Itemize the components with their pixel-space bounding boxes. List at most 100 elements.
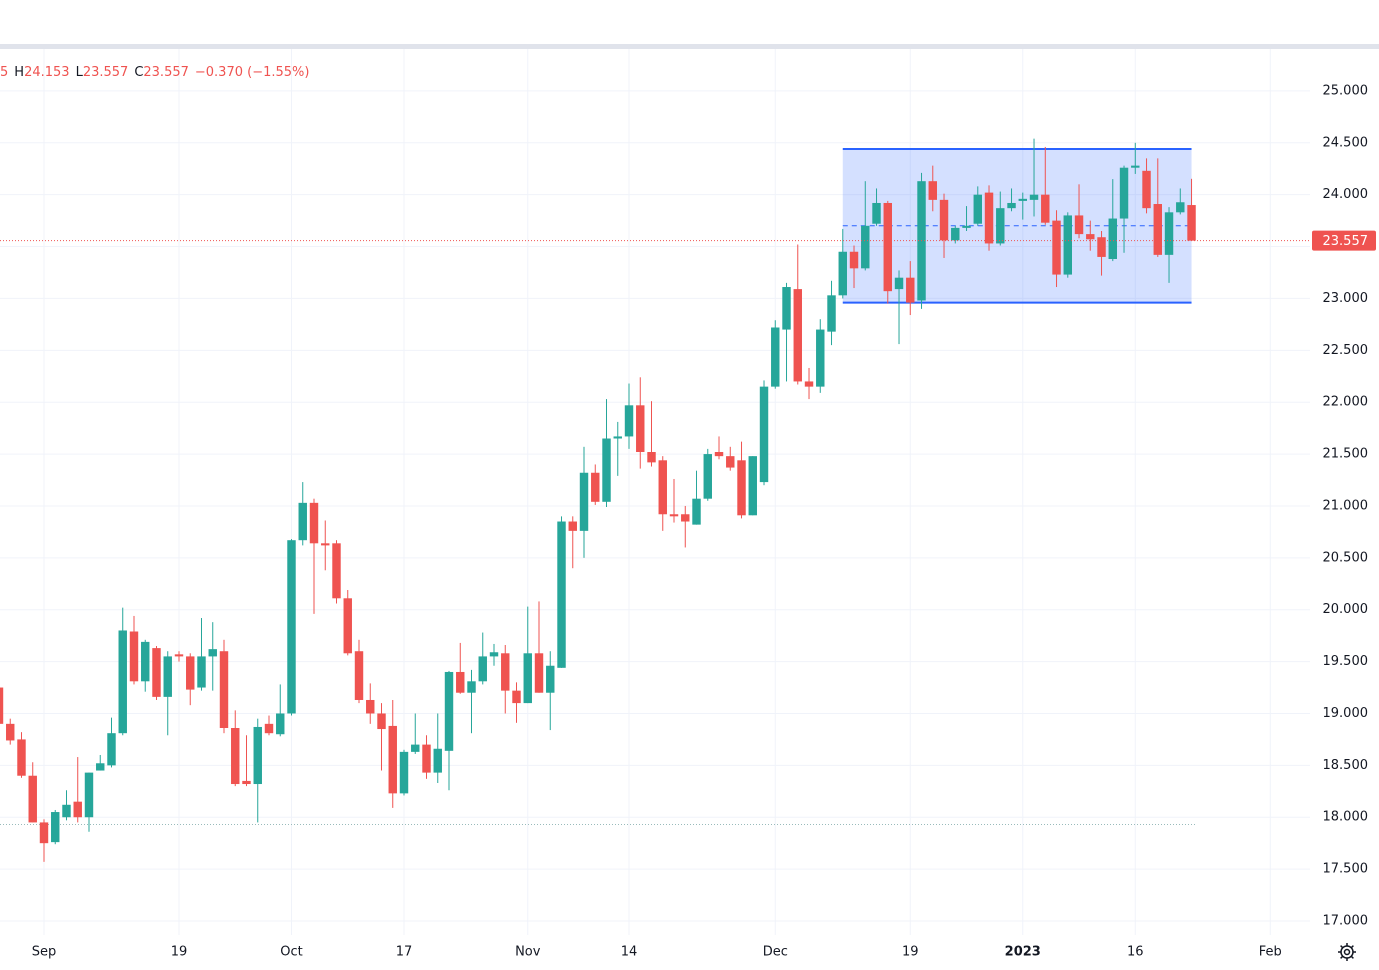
x-tick-label: Dec <box>763 945 788 960</box>
header-item: 23.557 <box>83 65 129 80</box>
candle-body <box>591 472 600 502</box>
y-tick-label: 17.500 <box>1323 862 1369 877</box>
candle-body <box>332 543 341 599</box>
x-tick-label: 16 <box>1127 945 1144 960</box>
candle-body <box>163 656 172 697</box>
x-tick-label: Sep <box>32 945 57 960</box>
candle-body <box>906 277 915 303</box>
candle-body <box>51 812 60 843</box>
candle-body <box>714 452 724 457</box>
candle-body <box>287 540 296 714</box>
candle-body <box>489 652 499 657</box>
candle-body <box>242 780 251 785</box>
candle-body <box>883 202 892 292</box>
candle-body <box>613 436 622 439</box>
candle-body <box>1018 198 1027 201</box>
candle-body <box>512 690 521 704</box>
candle-body <box>1119 167 1129 219</box>
candle-body <box>647 452 656 463</box>
candle-body <box>1164 212 1174 255</box>
candle-body <box>17 739 26 776</box>
candle-body <box>444 671 454 751</box>
y-tick-label: 23.000 <box>1323 291 1369 306</box>
y-tick-label: 21.000 <box>1323 498 1369 513</box>
y-tick-label: 20.500 <box>1323 550 1369 565</box>
candle-body <box>1052 220 1061 275</box>
last-price-box <box>1312 230 1376 251</box>
x-tick-label: Feb <box>1259 945 1282 960</box>
x-tick-label: Nov <box>515 945 541 960</box>
candle-body <box>579 472 589 531</box>
header-item: C <box>134 65 143 80</box>
candle-body <box>118 630 127 734</box>
header-item: H <box>14 65 24 80</box>
top-bar <box>0 44 1379 49</box>
candle-body <box>849 251 859 269</box>
header-item: 24.153 <box>24 65 70 80</box>
candle-body <box>28 775 37 823</box>
last-price-label: 23.557 <box>1323 234 1369 249</box>
candle-body <box>321 543 330 546</box>
candle-body <box>107 733 116 766</box>
candle-body <box>366 699 375 714</box>
candle-body <box>298 502 307 541</box>
x-tick-label: 14 <box>621 945 638 960</box>
x-tick-label: 19 <box>171 945 188 960</box>
y-tick-label: 19.000 <box>1323 706 1369 721</box>
candle-body <box>602 438 611 502</box>
candle-body <box>264 723 274 734</box>
candle-body <box>1187 205 1196 241</box>
y-tick-label: 22.500 <box>1323 343 1369 358</box>
candle-body <box>1041 194 1050 223</box>
candle-body <box>624 405 634 437</box>
x-tick-label: 17 <box>396 945 413 960</box>
y-tick-label: 20.000 <box>1323 602 1369 617</box>
ohlc-header: 5 H24.153 L23.557 C23.557 −0.370 (−1.55%) <box>0 65 309 80</box>
candle-body <box>669 514 679 517</box>
candle-body <box>962 225 971 228</box>
candle-body <box>861 225 870 269</box>
x-tick-label: Oct <box>280 945 302 960</box>
candle-body <box>276 713 285 735</box>
candle-body <box>557 521 566 668</box>
x-tick-label: 2023 <box>1005 945 1041 960</box>
candle-body <box>1086 234 1095 240</box>
candle-body <box>6 723 15 741</box>
candle-body <box>152 648 161 697</box>
y-tick-label: 18.500 <box>1323 758 1369 773</box>
candle-body <box>219 651 229 729</box>
candle-body <box>1142 170 1151 209</box>
candle-body <box>658 460 667 515</box>
candle-body <box>996 208 1005 244</box>
candle-body <box>681 514 690 522</box>
candle-body <box>456 671 465 693</box>
candle-body <box>84 772 94 818</box>
candle-body <box>1131 165 1140 168</box>
candle-body <box>872 202 881 224</box>
candle-body <box>838 251 847 296</box>
candle-body <box>568 521 577 531</box>
candle-body <box>928 181 937 200</box>
y-tick-label: 24.500 <box>1323 135 1369 150</box>
candle-body <box>501 653 510 691</box>
settings-icon[interactable] <box>1338 943 1356 961</box>
candle-body <box>141 641 150 682</box>
candle-body <box>433 748 442 773</box>
candle-body <box>748 456 757 516</box>
candle-body <box>96 763 105 771</box>
candle-body <box>827 295 836 332</box>
candle-body <box>984 192 994 244</box>
candle-body <box>759 386 769 483</box>
y-tick-label: 21.500 <box>1323 447 1369 462</box>
candle-body <box>636 405 645 453</box>
candle-body <box>129 631 139 682</box>
y-tick-label: 19.500 <box>1323 654 1369 669</box>
header-item: L <box>76 65 84 80</box>
candle-body <box>1007 202 1016 209</box>
candle-body <box>467 681 476 693</box>
candle-body <box>523 653 532 704</box>
candle-body <box>354 651 364 700</box>
candle-body <box>951 227 960 241</box>
y-tick-label: 17.000 <box>1323 913 1369 928</box>
